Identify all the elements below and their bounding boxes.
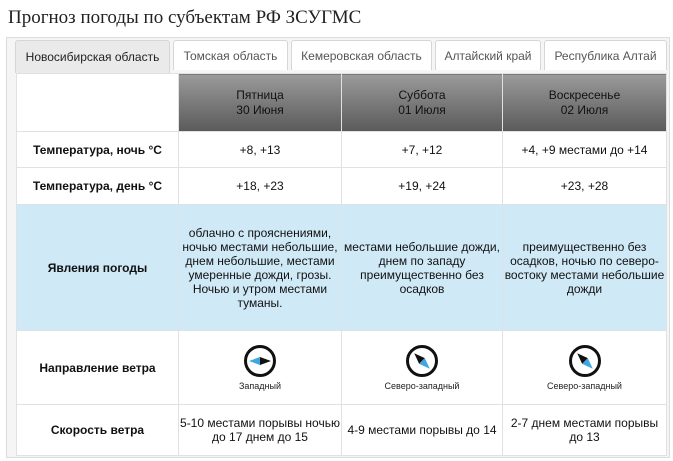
wind-direction-label: Северо-западный <box>547 381 622 391</box>
phenomena-value: облачно с прояснениями, ночью местами не… <box>178 204 342 331</box>
tab-tomsk[interactable]: Томская область <box>173 40 288 70</box>
temp-night-value: +4, +9 местами до +14 <box>502 131 667 168</box>
wind-speed-value: 5-10 местами порывы ночью до 17 днем до … <box>178 404 342 456</box>
day-date: 30 Июня <box>236 102 284 117</box>
temp-day-value: +18, +23 <box>178 167 342 205</box>
day-weekday: Пятница <box>236 87 284 102</box>
phenomena-value: преимущественно без осадков, ночью по се… <box>502 204 667 331</box>
row-label-wind-direction: Направление ветра <box>16 330 179 405</box>
tab-novosibirsk[interactable]: Новосибирская область <box>15 40 170 73</box>
forecast-table: Пятница 30 Июня Суббота 01 Июля Воскресе… <box>16 73 667 456</box>
wind-direction-cell: Северо-западный <box>341 330 503 405</box>
wind-compass-icon <box>244 345 276 377</box>
table-row: Направление ветра Западный Северо-з <box>16 330 667 405</box>
table-row: Скорость ветра 5-10 местами порывы ночью… <box>16 404 667 456</box>
wind-direction-cell: Западный <box>178 330 342 405</box>
temp-night-value: +8, +13 <box>178 131 342 168</box>
day-header: Суббота 01 Июля <box>341 73 503 132</box>
temp-night-value: +7, +12 <box>341 131 503 168</box>
tab-kemerovo[interactable]: Кемеровская область <box>291 40 432 70</box>
day-header: Пятница 30 Июня <box>178 73 342 132</box>
row-label-phenomena: Явления погоды <box>16 204 179 331</box>
table-row: Температура, день °C +18, +23 +19, +24 +… <box>16 167 667 205</box>
day-header: Воскресенье 02 Июля <box>502 73 667 132</box>
row-label-wind-speed: Скорость ветра <box>16 404 179 456</box>
table-row: Явления погоды облачно с прояснениями, н… <box>16 204 667 331</box>
forecast-panel: Новосибирская область Томская область Ке… <box>6 37 670 458</box>
wind-speed-value: 4-9 местами порывы до 14 <box>341 404 503 456</box>
temp-day-value: +23, +28 <box>502 167 667 205</box>
day-date: 02 Июля <box>560 102 609 117</box>
wind-speed-value: 2-7 днем местами порывы до 13 <box>502 404 667 456</box>
wind-direction-label: Западный <box>238 381 282 391</box>
tab-altai-republic[interactable]: Республика Алтай <box>544 40 667 70</box>
page-title: Прогноз погоды по субъектам РФ ЗСУГМС <box>8 7 362 28</box>
wind-compass-icon <box>406 345 438 377</box>
tab-altai-krai[interactable]: Алтайский край <box>435 40 541 70</box>
table-row: Температура, ночь °C +8, +13 +7, +12 +4,… <box>16 131 667 168</box>
wind-compass-icon <box>568 345 601 377</box>
header-row: Пятница 30 Июня Суббота 01 Июля Воскресе… <box>16 73 667 132</box>
day-weekday: Суббота <box>398 87 446 102</box>
corner-cell <box>16 73 179 132</box>
day-weekday: Воскресенье <box>548 87 621 102</box>
wind-direction-cell: Северо-западный <box>502 330 667 405</box>
row-label-temp-night: Температура, ночь °C <box>16 131 179 168</box>
row-label-temp-day: Температура, день °C <box>16 167 179 205</box>
phenomena-value: местами небольшие дожди, днем по западу … <box>341 204 503 331</box>
temp-day-value: +19, +24 <box>341 167 503 205</box>
wind-direction-label: Северо-западный <box>384 381 460 391</box>
day-date: 01 Июля <box>398 102 446 117</box>
region-tabs: Новосибирская область Томская область Ке… <box>15 40 670 73</box>
